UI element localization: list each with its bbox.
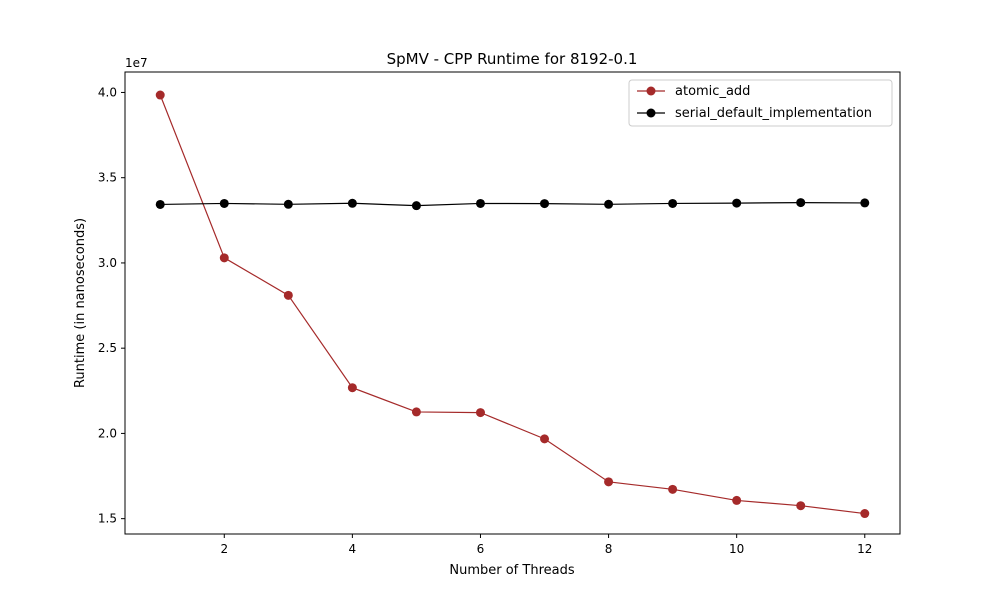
plot-area bbox=[124, 71, 901, 535]
data-point-serial-default-implementation bbox=[219, 198, 229, 208]
y-axis-ticks: 1.5 2.0 2.5 3.0 3.5 4.0 bbox=[98, 85, 125, 526]
x-tick-label: 6 bbox=[477, 542, 485, 556]
legend-frame bbox=[628, 79, 893, 127]
data-point-serial-default-implementation bbox=[668, 198, 678, 208]
data-point-serial-default-implementation bbox=[283, 199, 293, 209]
data-point-atomic-add bbox=[540, 434, 550, 444]
data-point-serial-default-implementation bbox=[475, 198, 485, 208]
data-point-atomic-add bbox=[604, 477, 614, 487]
y-axis-label: Runtime (in nanoseconds) bbox=[73, 218, 88, 388]
x-tick-label: 8 bbox=[605, 542, 613, 556]
data-point-atomic-add bbox=[732, 495, 742, 505]
y-tick-label: 2.0 bbox=[98, 426, 117, 440]
series-layer bbox=[155, 90, 870, 519]
x-tick-label: 4 bbox=[349, 542, 357, 556]
series-line-serial-default-implementation bbox=[160, 201, 865, 207]
x-tick-label: 10 bbox=[729, 542, 744, 556]
data-point-serial-default-implementation bbox=[540, 199, 550, 209]
x-tick-label: 2 bbox=[220, 542, 228, 556]
y-tick-label: 4.0 bbox=[98, 85, 117, 99]
x-tick-label: 12 bbox=[857, 542, 872, 556]
y-axis-offset-label: 1e7 bbox=[125, 56, 148, 70]
legend-marker-serial-default bbox=[646, 108, 656, 118]
data-point-atomic-add bbox=[283, 290, 293, 300]
data-point-serial-default-implementation bbox=[604, 199, 614, 209]
y-tick-label: 3.0 bbox=[98, 256, 117, 270]
data-point-atomic-add bbox=[668, 484, 678, 494]
data-point-serial-default-implementation bbox=[155, 199, 165, 209]
data-point-atomic-add bbox=[155, 90, 165, 100]
data-point-serial-default-implementation bbox=[860, 198, 870, 208]
data-point-atomic-add bbox=[475, 408, 485, 418]
data-point-atomic-add bbox=[219, 253, 229, 263]
data-point-atomic-add bbox=[860, 509, 870, 519]
x-axis-ticks: 2 4 6 8 10 12 bbox=[220, 534, 872, 556]
data-point-serial-default-implementation bbox=[732, 198, 742, 208]
y-tick-label: 2.5 bbox=[98, 341, 117, 355]
data-point-atomic-add bbox=[411, 407, 421, 417]
data-point-atomic-add bbox=[796, 501, 806, 511]
data-point-serial-default-implementation bbox=[796, 198, 806, 208]
data-point-serial-default-implementation bbox=[411, 201, 421, 211]
legend: atomic_add serial_default_implementation bbox=[628, 79, 893, 127]
data-point-atomic-add bbox=[347, 383, 357, 393]
plot-frame bbox=[124, 71, 901, 535]
legend-label-serial-default: serial_default_implementation bbox=[675, 106, 872, 121]
chart-title: SpMV - CPP Runtime for 8192-0.1 bbox=[387, 50, 638, 68]
data-point-serial-default-implementation bbox=[347, 198, 357, 208]
series-line-atomic-add bbox=[159, 94, 865, 515]
y-tick-label: 3.5 bbox=[98, 171, 117, 185]
y-tick-label: 1.5 bbox=[98, 512, 117, 526]
x-axis-label: Number of Threads bbox=[449, 563, 574, 578]
legend-label-atomic-add: atomic_add bbox=[675, 84, 750, 99]
legend-marker-atomic-add bbox=[646, 86, 656, 96]
